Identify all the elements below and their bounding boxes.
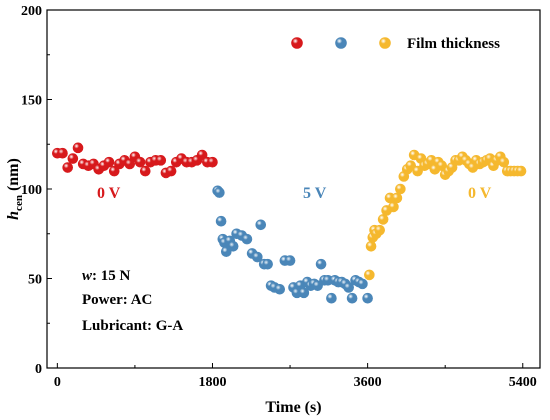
note-load-symbol: w [82, 268, 93, 284]
data-point-red [196, 149, 208, 161]
region-labels: 0 V 5 V 0 V [97, 185, 492, 202]
y-tick-label: 200 [21, 4, 42, 19]
y-axis-title-main: h [5, 211, 22, 220]
legend-marker-red [291, 37, 303, 49]
data-point-red [155, 155, 167, 166]
data-point-red [67, 153, 79, 164]
y-tick-label: 150 [21, 94, 42, 109]
data-point-yellow [395, 183, 406, 195]
data-point-blue [262, 258, 273, 270]
tick-labels: 0 1800 3600 5400 0 50 100 150 200 [21, 4, 537, 390]
data-point-yellow [364, 269, 375, 281]
data-point-yellow [374, 224, 385, 236]
data-point-blue [343, 282, 354, 293]
x-tick-label: 1800 [198, 375, 226, 390]
y-tick-label: 50 [28, 273, 42, 288]
data-point-blue [362, 292, 373, 304]
data-point-blue [255, 219, 267, 231]
data-point-blue [315, 258, 327, 270]
x-tick-label: 5400 [509, 375, 537, 390]
data-point-blue [214, 187, 225, 198]
data-point-blue [284, 255, 296, 266]
data-point-red [165, 165, 177, 177]
data-point-yellow [515, 165, 527, 177]
region-label-yellow: 0 V [468, 185, 492, 202]
data-points [52, 142, 527, 304]
legend-label: Film thickness [407, 36, 500, 52]
data-point-blue [357, 278, 368, 290]
note-power: Power: AC [82, 292, 152, 308]
data-point-red [134, 156, 146, 168]
note-load: w: 15 N [82, 268, 131, 284]
y-axis-title-unit: (nm) [5, 158, 22, 195]
y-tick-label: 0 [35, 362, 42, 377]
x-tick-label: 0 [54, 375, 61, 390]
data-point-blue [215, 215, 227, 227]
x-tick-label: 3600 [354, 375, 382, 390]
data-point-blue [298, 287, 310, 299]
data-point-red [72, 142, 84, 154]
data-point-blue [346, 292, 358, 304]
region-label-blue: 5 V [303, 185, 327, 202]
data-point-blue [274, 283, 286, 295]
y-axis-title-subscript: cen [13, 195, 25, 211]
data-point-yellow [365, 240, 377, 252]
legend-markers [291, 37, 391, 49]
y-tick-label: 100 [21, 183, 42, 198]
data-point-blue [227, 240, 239, 252]
data-point-red [124, 158, 136, 170]
data-point-red [108, 165, 120, 177]
axis-ticks [47, 9, 524, 369]
data-point-red [62, 162, 73, 173]
data-point-yellow [377, 214, 389, 225]
legend-marker-yellow [379, 37, 391, 49]
data-point-red [57, 147, 68, 159]
data-point-red [139, 165, 151, 177]
note-load-value: : 15 N [92, 268, 130, 284]
data-point-red [103, 156, 115, 168]
region-label-red: 0 V [97, 185, 121, 202]
data-point-blue [241, 233, 253, 245]
data-point-blue [252, 251, 263, 263]
test-conditions-note: w: 15 N Power: AC Lubricant: G-A [82, 268, 183, 334]
legend-marker-blue [335, 37, 347, 49]
y-axis-title: hcen (nm) [5, 158, 25, 220]
data-point-red [207, 156, 218, 168]
x-axis-title: Time (s) [265, 399, 321, 416]
data-point-yellow [388, 201, 399, 213]
legend: Film thickness [291, 36, 500, 52]
note-lubricant: Lubricant: G-A [82, 318, 183, 334]
data-point-yellow [391, 192, 403, 204]
data-point-blue [326, 292, 337, 304]
data-point-yellow [498, 156, 510, 168]
